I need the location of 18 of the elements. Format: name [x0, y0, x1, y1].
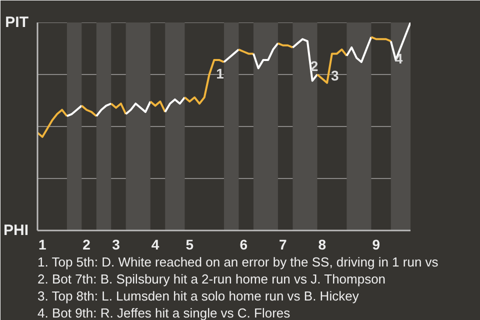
text: PHI	[3, 222, 29, 239]
text: 2. Bot 7th: B. Spilsbury hit a 2-run home run vs J. Thompson	[38, 272, 386, 286]
x-tick-label: 7	[279, 236, 287, 252]
x-tick-label: 4	[151, 236, 160, 252]
x-tick-label: 3	[112, 236, 120, 252]
annotation: 3	[331, 68, 340, 84]
text: PIT	[5, 14, 29, 31]
text: 1. Top 5th: D. White reached on an error by the SS, driving in 1 run vs	[38, 254, 439, 270]
annotation: 4	[394, 50, 403, 66]
x-tick-label: 5	[186, 236, 194, 252]
x-tick-label: 1	[38, 236, 47, 252]
text: 3. Top 8th: L. Lumsden hit a solo home run vs B. Hickey	[38, 288, 360, 304]
text: 4. Bot 9th: R. Jeffes hit a single vs C. Flores	[38, 306, 291, 320]
x-tick-label: 9	[372, 236, 380, 252]
x-tick-label: 8	[318, 236, 326, 252]
x-tick-label: 6	[240, 236, 248, 252]
x-tick-label: 2	[82, 236, 91, 252]
annotation: 1	[216, 65, 224, 82]
